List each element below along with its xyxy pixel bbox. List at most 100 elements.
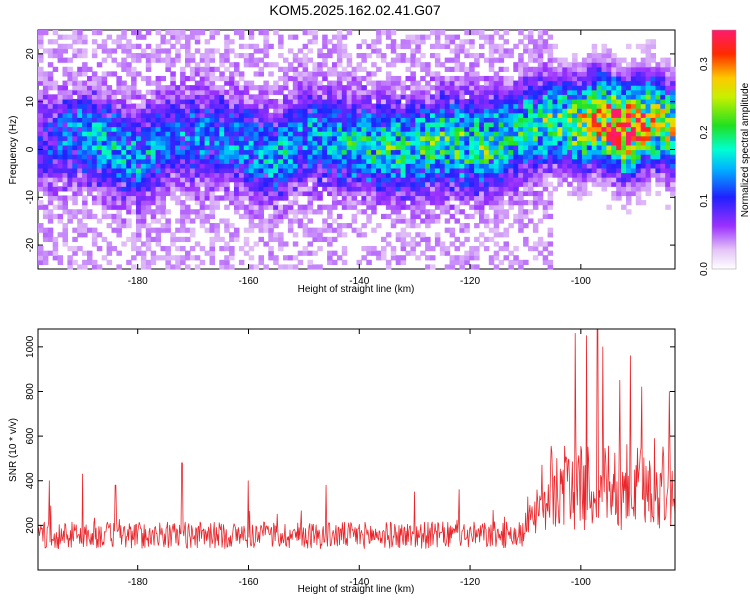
- spectrogram-cell: [96, 144, 103, 151]
- spectrogram-cell: [160, 98, 166, 105]
- spectrogram-cell: [160, 158, 166, 164]
- spectrogram-cell: [194, 149, 201, 155]
- spectrogram-cell: [508, 177, 514, 183]
- spectrogram-cell: [464, 66, 470, 72]
- spectrogram-cell: [145, 163, 152, 169]
- spectrogram-cell: [552, 131, 558, 137]
- spectrogram-cell: [332, 167, 338, 174]
- spectrogram-cell: [621, 85, 627, 91]
- spectrogram-cell: [400, 158, 407, 164]
- spectrogram-cell: [297, 48, 304, 54]
- spectrogram-cell: [532, 126, 539, 132]
- spectrogram-cell: [57, 259, 64, 266]
- spectrogram-cell: [145, 241, 152, 247]
- spectrogram-cell: [635, 131, 642, 137]
- spectrogram-cell: [640, 108, 647, 114]
- spectrogram-cell: [224, 154, 230, 160]
- spectrogram-cell: [464, 89, 470, 95]
- spectrogram-cell: [591, 181, 598, 187]
- spectrogram-cell: [459, 195, 465, 201]
- spectrogram-cell: [145, 264, 152, 270]
- spectrogram-cell: [523, 213, 529, 220]
- spectrogram-cell: [616, 75, 622, 82]
- spectrogram-cell: [258, 204, 264, 210]
- spectrogram-cell: [234, 103, 240, 109]
- spectrogram-cell: [248, 163, 255, 169]
- spectrogram-cell: [287, 218, 294, 224]
- spectrogram-cell: [214, 236, 220, 243]
- spectrogram-cell: [155, 255, 162, 261]
- spectrogram-cell: [238, 154, 245, 160]
- spectrogram-cell: [523, 163, 529, 169]
- spectrogram-cell: [258, 85, 264, 91]
- spectrogram-cell: [87, 94, 93, 100]
- spectrogram-cell: [385, 34, 392, 40]
- spectrogram-cell: [513, 140, 519, 146]
- spectrogram-cell: [405, 181, 411, 187]
- spectrogram-cell: [425, 209, 431, 215]
- spectrogram-cell: [405, 163, 411, 169]
- spectrogram-cell: [121, 135, 127, 141]
- spectrogram-cell: [562, 167, 568, 174]
- spectrogram-cell: [616, 80, 622, 86]
- spectrogram-cell: [62, 209, 68, 215]
- spectrogram-cell: [586, 126, 593, 132]
- spectrogram-cell: [581, 167, 588, 174]
- spectrogram-cell: [508, 154, 514, 160]
- spectrogram-cell: [366, 126, 372, 132]
- spectrogram-cell: [356, 167, 362, 174]
- spectrogram-cell: [483, 39, 490, 45]
- spectrogram-cell: [297, 154, 304, 160]
- spectrogram-cell: [170, 195, 176, 201]
- spectrogram-cell: [312, 108, 318, 114]
- spectrogram-cell: [498, 259, 505, 266]
- spectrogram-cell: [194, 181, 201, 187]
- spectrogram-cell: [194, 71, 201, 77]
- spectrogram-cell: [439, 94, 446, 100]
- spectrogram-cell: [136, 121, 142, 128]
- spectrogram-cell: [670, 126, 676, 132]
- spectrogram-cell: [160, 149, 166, 155]
- spectrogram-cell: [630, 66, 637, 72]
- spectrogram-cell: [420, 149, 426, 155]
- spectrogram-cell: [72, 172, 78, 178]
- spectrogram-cell: [474, 117, 480, 123]
- spectrogram-cell: [273, 195, 279, 201]
- spectrogram-cell: [131, 177, 137, 183]
- spectrogram-cell: [52, 39, 59, 45]
- spectrogram-cell: [116, 181, 122, 187]
- y-tick-label: 200: [25, 517, 36, 534]
- spectrogram-cell: [126, 66, 132, 72]
- spectrogram-cell: [498, 209, 505, 215]
- spectrogram-cell: [469, 39, 475, 45]
- spectrogram-cell: [390, 30, 397, 36]
- spectrogram-cell: [185, 227, 191, 233]
- spectrogram-cell: [327, 112, 333, 118]
- spectrogram-cell: [493, 223, 500, 229]
- spectrogram-cell: [336, 232, 343, 238]
- spectrogram-cell: [165, 167, 171, 174]
- spectrogram-cell: [121, 181, 127, 187]
- spectrogram-cell: [601, 57, 607, 63]
- spectrogram-cell: [567, 71, 573, 77]
- spectrogram-cell: [626, 108, 632, 114]
- spectrogram-cell: [434, 241, 441, 247]
- spectrogram-cell: [434, 112, 441, 118]
- spectrogram-cell: [160, 172, 166, 178]
- spectrogram-cell: [616, 177, 622, 183]
- spectrogram-cell: [434, 172, 441, 178]
- spectrogram-cell: [454, 255, 460, 261]
- spectrogram-cell: [101, 158, 108, 164]
- spectrogram-cell: [307, 71, 313, 77]
- spectrogram-cell: [253, 195, 260, 201]
- spectrogram-cell: [268, 232, 274, 238]
- spectrogram-cell: [302, 223, 309, 229]
- spectrogram-cell: [532, 241, 539, 247]
- spectrogram-cell: [464, 167, 470, 174]
- spectrogram-cell: [542, 126, 549, 132]
- spectrogram-cell: [390, 103, 397, 109]
- spectrogram-cell: [586, 80, 593, 86]
- spectrogram-cell: [312, 34, 318, 40]
- spectrogram-cell: [405, 158, 411, 164]
- spectrogram-cell: [645, 89, 652, 95]
